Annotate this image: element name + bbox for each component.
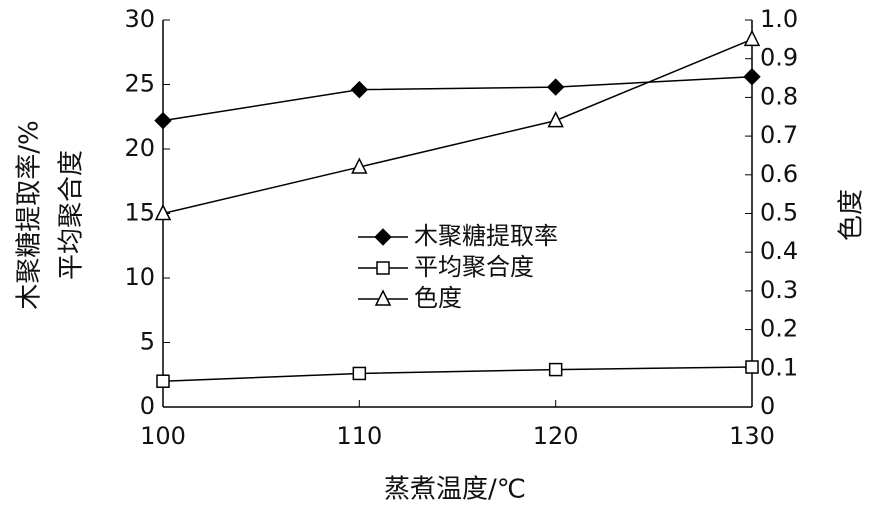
y-tick-label: 30	[124, 5, 155, 33]
y2-tick-label: 0	[760, 392, 775, 420]
y2-tick-label: 0.2	[760, 315, 798, 343]
legend-label: 木聚糖提取率	[414, 222, 558, 250]
legend-marker	[374, 289, 392, 306]
legend-label: 色度	[414, 284, 462, 312]
legend-label: 平均聚合度	[414, 253, 534, 281]
marker	[745, 360, 759, 374]
marker	[546, 78, 565, 96]
y2-tick-label: 0.4	[760, 237, 798, 265]
series-line	[162, 38, 753, 215]
marker	[351, 157, 368, 174]
marker	[154, 111, 172, 130]
marker	[156, 374, 170, 388]
y-tick-label: 10	[124, 263, 155, 291]
y-tick-label: 15	[124, 199, 155, 227]
y-axis-label: 平均聚合度	[57, 150, 87, 280]
y-axis-label: 木聚糖提取率/%	[15, 120, 45, 309]
y-tick-label: 25	[124, 70, 155, 98]
marker	[548, 362, 563, 377]
marker	[743, 29, 761, 47]
legend-marker	[374, 228, 392, 246]
y-tick-label: 5	[140, 328, 155, 356]
marker	[154, 203, 172, 221]
marker	[547, 110, 564, 128]
y2-tick-label: 0.8	[760, 82, 798, 110]
legend-marker	[376, 261, 390, 275]
y2-tick-label: 0.7	[760, 121, 798, 149]
y-tick-label: 0	[140, 392, 155, 420]
y2-tick-label: 0.5	[760, 199, 798, 227]
series-line	[162, 366, 753, 382]
y2-tick-label: 0.6	[760, 160, 798, 188]
x-tick-label: 110	[336, 422, 382, 450]
y2-tick-label: 0.3	[760, 276, 798, 304]
y2-tick-label: 0.1	[760, 353, 798, 381]
x-tick-label: 120	[533, 422, 579, 450]
x-axis-label: 蒸煮温度/℃	[384, 475, 526, 505]
marker	[350, 80, 369, 99]
y-tick-label: 20	[124, 134, 155, 162]
x-tick-label: 130	[729, 422, 775, 450]
marker	[743, 68, 761, 86]
marker	[352, 366, 367, 381]
y2-axis-label: 色度	[837, 189, 867, 241]
y2-tick-label: 1.0	[760, 5, 798, 33]
series-line	[162, 76, 753, 122]
y2-tick-label: 0.9	[760, 44, 798, 72]
x-tick-label: 100	[140, 422, 186, 450]
